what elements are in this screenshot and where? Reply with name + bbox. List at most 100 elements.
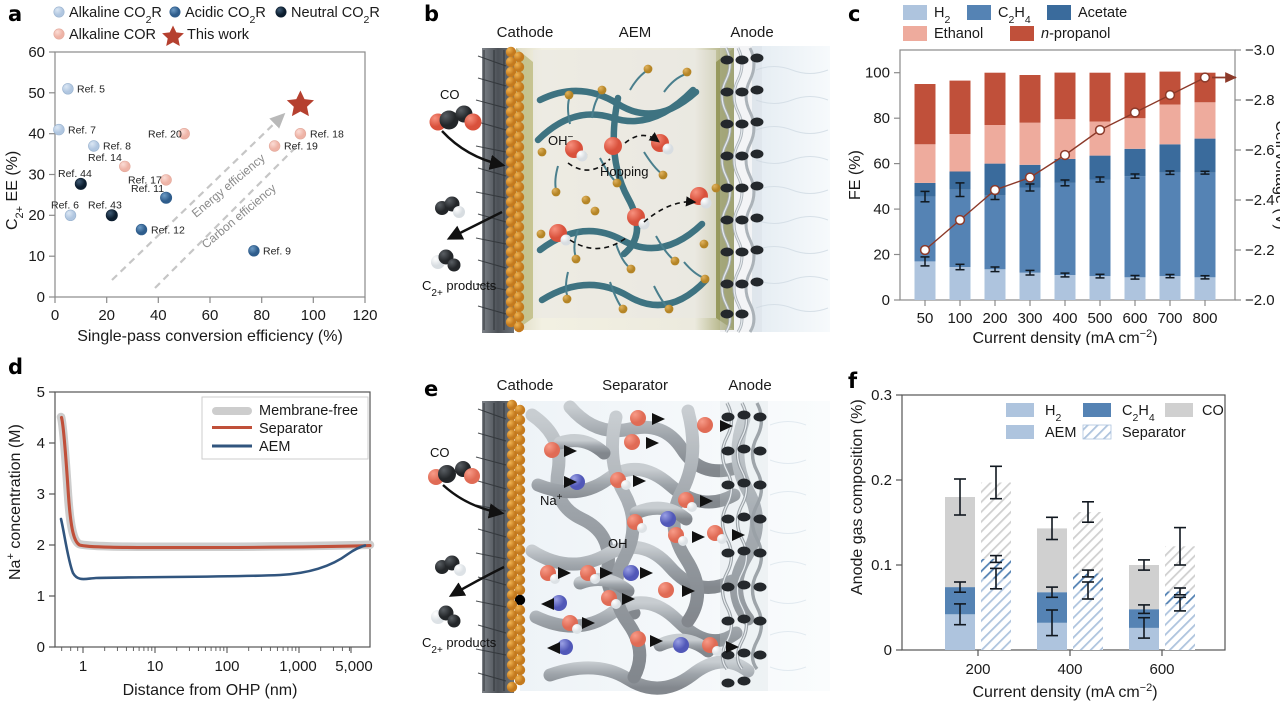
legend-label-separator: Separator <box>259 421 323 437</box>
panel-e-arrow-in <box>442 484 505 519</box>
data-point-ref-11 <box>160 191 173 204</box>
panel-b-schematic: Cathode AEM Anode <box>422 24 830 333</box>
svg-text:−2.2: −2.2 <box>1245 242 1275 259</box>
legend-swatch-c2h4 <box>1083 403 1111 417</box>
panel-c-ytick-labels: 0 20 40 60 80 100 <box>865 65 890 309</box>
panel-b-label-hopping: Hopping <box>600 164 648 179</box>
legend-swatch-npropanol <box>1010 26 1034 41</box>
data-label-ref-14: Ref. 14 <box>88 152 122 164</box>
panel-d-yaxis <box>49 391 55 648</box>
panel-b-hopping-paths <box>567 132 697 250</box>
svg-text:0.1: 0.1 <box>871 557 892 574</box>
svg-text:0.3: 0.3 <box>871 387 892 404</box>
bar-group-300 <box>1019 75 1041 300</box>
svg-text:40: 40 <box>28 126 45 143</box>
svg-text:40: 40 <box>873 201 890 218</box>
panel-c-error-bars <box>920 170 1210 280</box>
svg-text:700: 700 <box>1157 310 1182 327</box>
svg-text:−3.0: −3.0 <box>1245 42 1275 59</box>
panel-f-yaxis <box>896 394 902 651</box>
panel-d-xlabel: Distance from OHP (nm) <box>123 682 298 699</box>
panel-c-xaxis <box>924 300 1206 306</box>
svg-text:5,000: 5,000 <box>335 658 373 675</box>
data-point-ref-6 <box>64 209 77 222</box>
svg-text:0: 0 <box>884 642 892 659</box>
svg-text:5: 5 <box>37 384 45 401</box>
panel-a: a Alkaline CO2R Acidic CO2R Neutral CO2R… <box>0 0 420 345</box>
legend-marker-neutral-co2r <box>275 6 287 18</box>
svg-text:4: 4 <box>37 435 45 452</box>
svg-text:200: 200 <box>982 310 1007 327</box>
panel-e-ions <box>540 410 727 656</box>
data-label-ref-9: Ref. 9 <box>263 246 291 258</box>
legend-swatch-h2 <box>903 5 927 20</box>
bar-separator-200 <box>981 482 1011 650</box>
panel-b-cathode <box>475 46 525 333</box>
panel-d-letter: d <box>8 355 24 379</box>
legend-label-aem: AEM <box>259 439 290 455</box>
panel-c-y2label: Cell voltage (V) <box>1272 120 1280 229</box>
svg-text:80: 80 <box>873 110 890 127</box>
legend-label-h2: H2 <box>1045 403 1061 424</box>
panel-b-anolyte <box>752 46 830 332</box>
legend-label-this-work: This work <box>187 27 250 43</box>
panel-c-letter: c <box>848 2 861 26</box>
panel-c-y2tick-labels: −2.0 −2.2 −2.4 −2.6 −2.8 −3.0 <box>1245 42 1275 309</box>
panel-c-xlabel: Current density (mA cm−2) <box>972 328 1157 345</box>
panel-c-yaxis-left <box>894 72 900 301</box>
svg-text:0: 0 <box>882 292 890 309</box>
legend-swatch-separator <box>1082 424 1112 440</box>
panel-f-xaxis <box>977 650 1163 656</box>
svg-text:−2.4: −2.4 <box>1245 192 1275 209</box>
svg-text:20: 20 <box>28 207 45 224</box>
panel-f-error-bars <box>954 465 1186 639</box>
data-label-ref-12: Ref. 12 <box>151 224 185 236</box>
bar-group-100 <box>949 80 971 300</box>
svg-text:10: 10 <box>147 658 164 675</box>
svg-text:100: 100 <box>301 307 326 324</box>
panel-f-chart: H2 C2H4 CO AEM Separator 0 0.1 0.2 0.3 Ano… <box>849 387 1226 701</box>
svg-text:0.2: 0.2 <box>871 472 892 489</box>
data-label-ref-19: Ref. 19 <box>284 141 318 153</box>
bar-aem-200 <box>945 497 975 650</box>
legend-label-h2: H2 <box>934 5 950 26</box>
panel-a-ytick-labels: 0 10 20 30 40 50 60 <box>28 44 45 306</box>
panel-f-legend: H2 C2H4 CO AEM Separator <box>1006 403 1224 441</box>
legend-label-separator: Separator <box>1122 425 1186 441</box>
svg-text:60: 60 <box>873 156 890 173</box>
svg-text:400: 400 <box>1052 310 1077 327</box>
data-label-ref-20: Ref. 20 <box>148 128 182 140</box>
data-label-ref-8: Ref. 8 <box>103 141 131 153</box>
panel-e-product-molecules <box>431 555 466 628</box>
legend-label-acidic-co2r: Acidic CO2R <box>185 5 266 26</box>
panel-e-water-texture <box>769 421 807 671</box>
panel-a-yaxis <box>49 51 55 298</box>
svg-text:20: 20 <box>873 247 890 264</box>
data-label-ref-43: Ref. 43 <box>88 200 122 212</box>
panel-b-label-anode: Anode <box>730 24 773 41</box>
data-point-this-work <box>286 90 314 117</box>
data-point-ref-5 <box>62 83 74 95</box>
bar-group-500 <box>1089 72 1111 300</box>
panel-d-legend: Membrane-free Separator AEM <box>201 396 369 460</box>
panel-b-catalyst-beads <box>505 46 525 333</box>
bar-group-200 <box>984 72 1006 300</box>
svg-text:0: 0 <box>51 307 59 324</box>
data-point-ref-9 <box>248 245 260 257</box>
svg-text:1: 1 <box>79 658 87 675</box>
panel-e-schematic: Cathode Separator Anode <box>422 377 830 695</box>
panel-b-label-cathode: Cathode <box>497 24 554 41</box>
panel-f-letter: f <box>848 369 858 393</box>
panel-c-chart: H2 C2H4 Acetate Ethanol n-propanol 0 20 40… <box>847 5 1280 345</box>
data-point-ref-17 <box>160 174 172 186</box>
bar-group-600 <box>1124 72 1146 300</box>
svg-text:60: 60 <box>28 44 45 61</box>
bar-group-800 <box>1194 72 1216 300</box>
legend-swatch-c2h4 <box>967 5 991 20</box>
svg-text:1,000: 1,000 <box>279 658 317 675</box>
panel-e-letter: e <box>424 377 439 401</box>
svg-text:80: 80 <box>253 307 270 324</box>
panel-b-hydroxide-ions <box>549 134 712 246</box>
svg-text:30: 30 <box>28 167 45 184</box>
svg-text:0: 0 <box>37 639 45 656</box>
